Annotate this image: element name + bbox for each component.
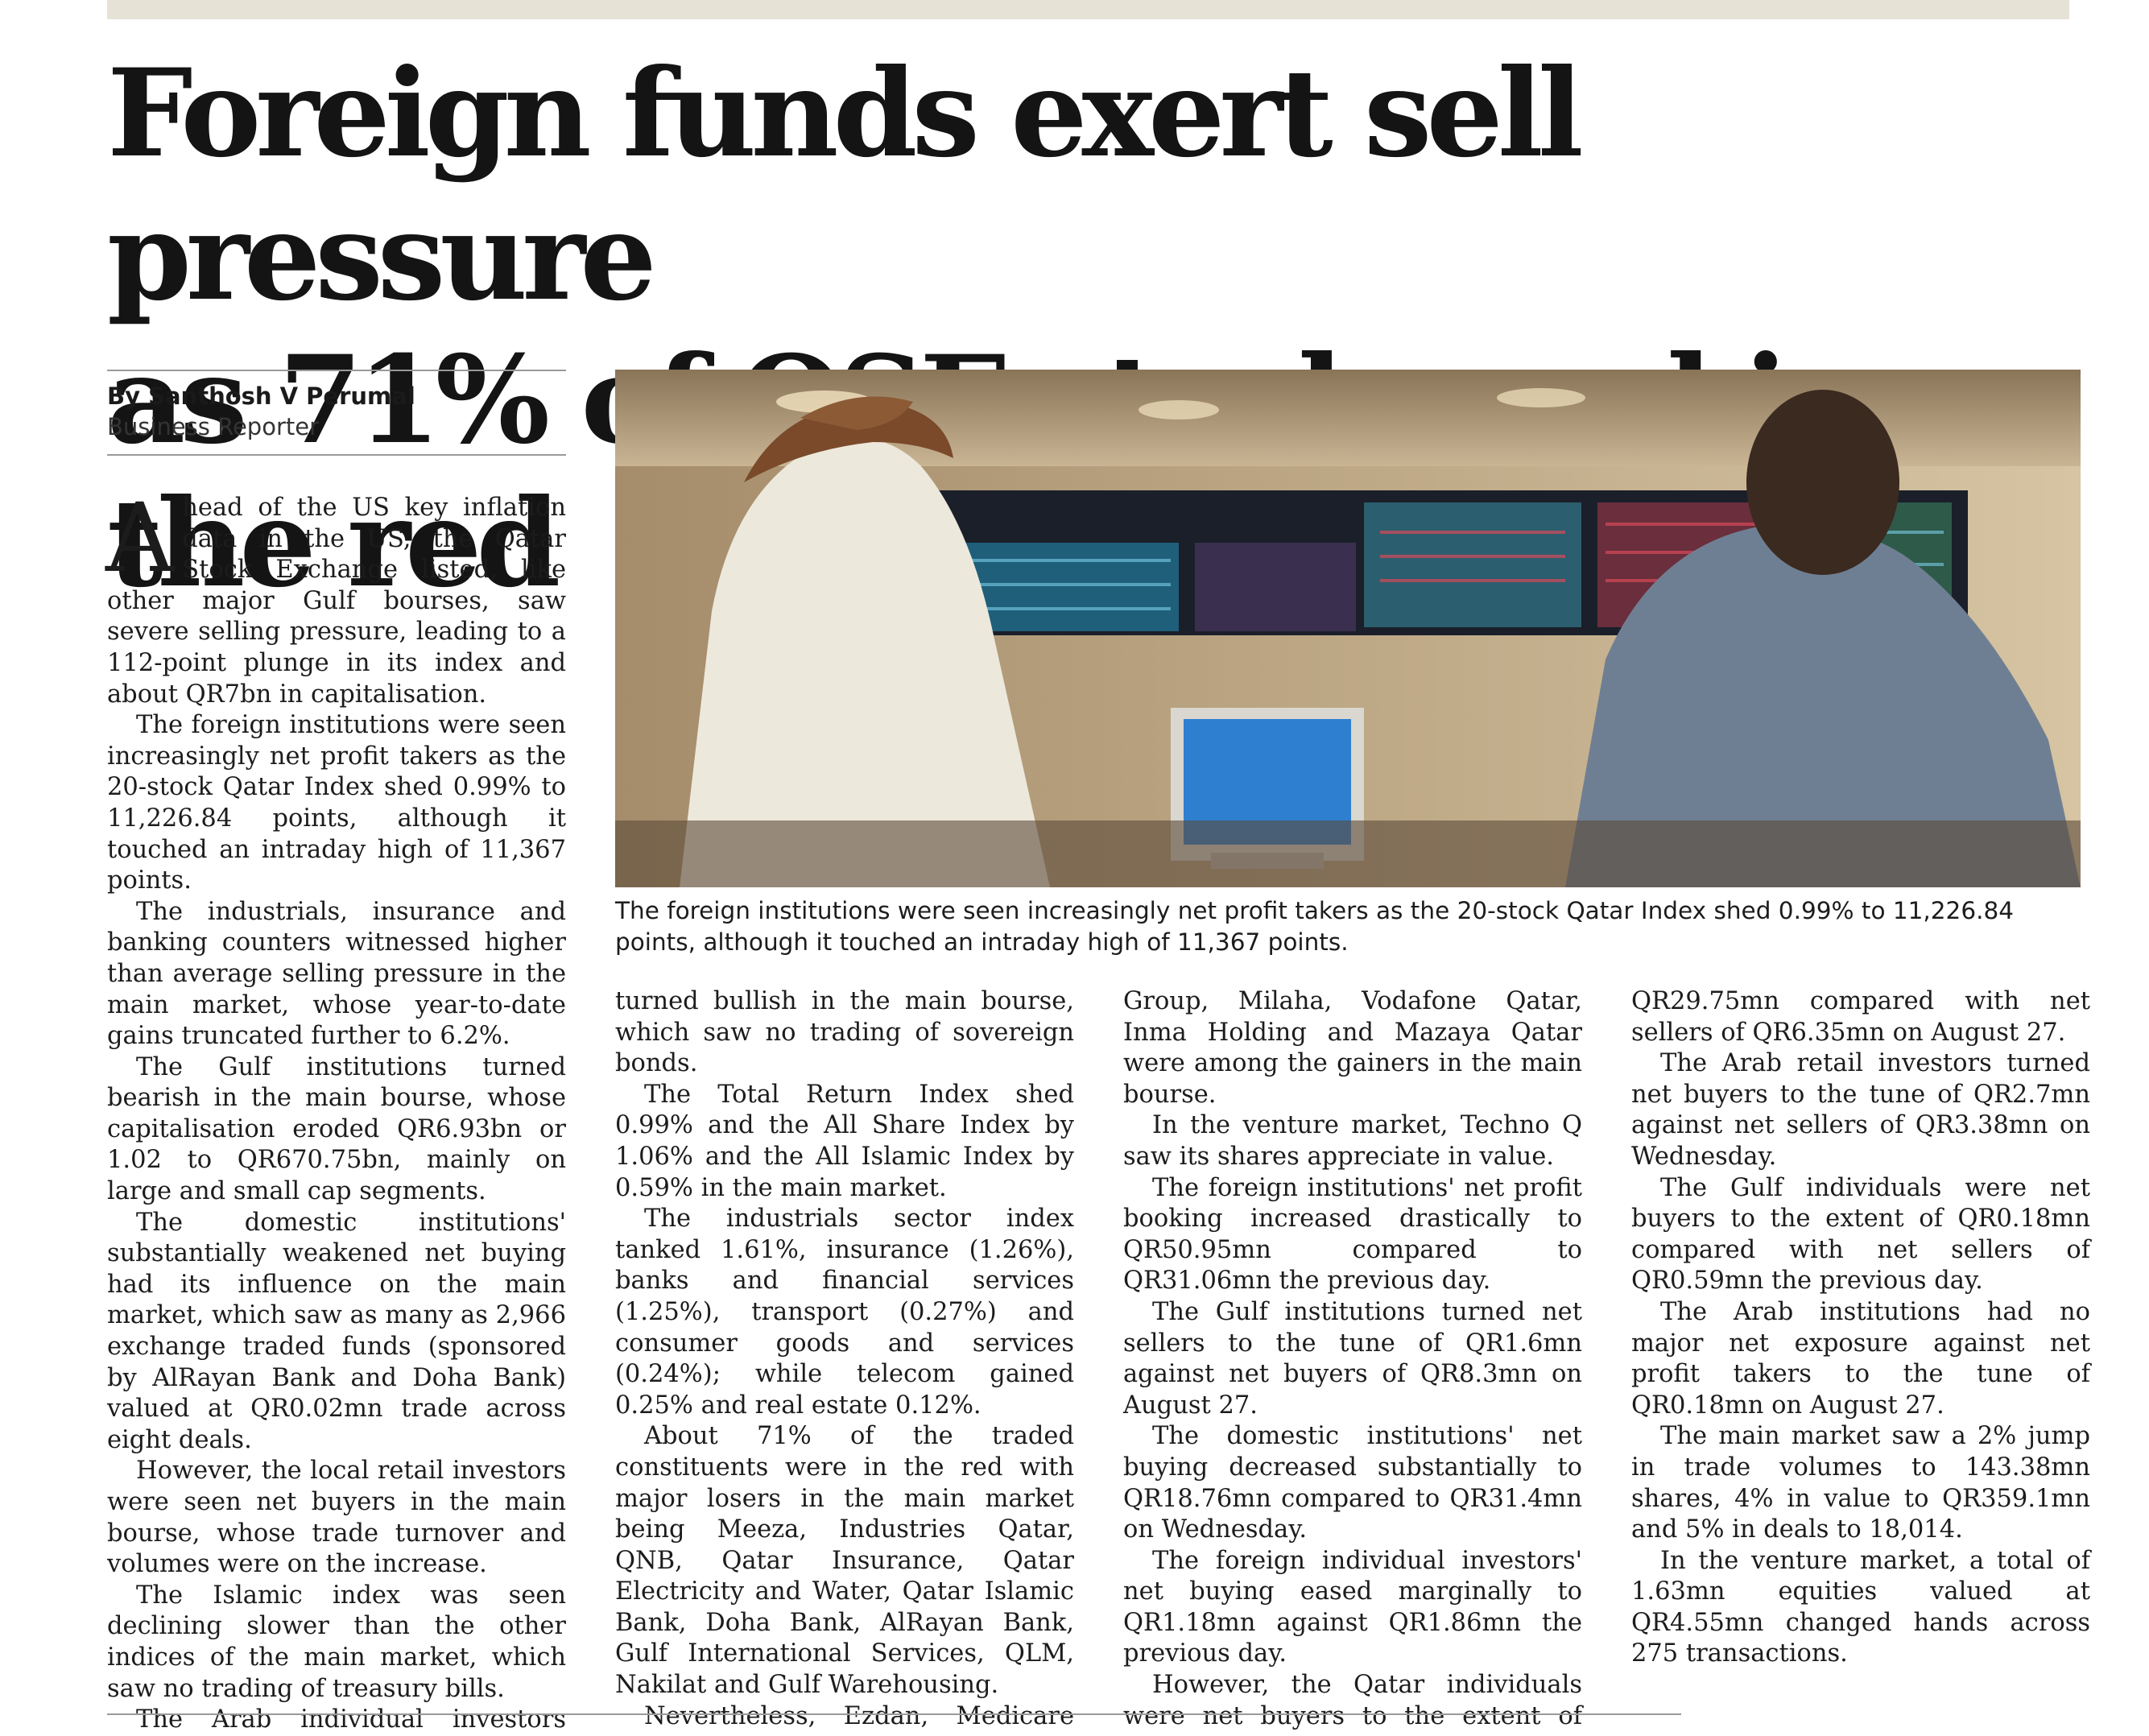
article-paragraph: The foreign institutions' net profit boo… xyxy=(1123,1173,1582,1296)
article-paragraph: The foreign individual investors' net bu… xyxy=(1123,1546,1582,1668)
article-column-4: QR29.75mn compared with net sellers of Q… xyxy=(1631,986,2090,1670)
photo-caption: The foreign institutions were seen incre… xyxy=(615,897,2015,956)
trading-floor-photo xyxy=(615,370,2081,887)
article-paragraph: Nevertheless, Ezdan, Medicare xyxy=(644,1701,1074,1730)
article-paragraph: The Arab retail investors turned net buy… xyxy=(1631,1049,2090,1171)
article-paragraph: However, the local retail investors were… xyxy=(107,1457,566,1579)
article-column-2: turned bullish in the main bourse, which… xyxy=(615,986,1074,1732)
article-paragraph: Group, Milaha, Vodafone Qatar, Inma Hold… xyxy=(1123,987,1582,1109)
news-photo xyxy=(615,370,2081,887)
drop-cap: A xyxy=(105,482,175,593)
byline-role: Business Reporter xyxy=(107,413,319,440)
article-paragraph: The Arab institutions had no major net e… xyxy=(1631,1297,2090,1420)
article-paragraph: The industrials, insurance and banking c… xyxy=(107,897,566,1051)
article-paragraph: QR29.75mn compared with net sellers of Q… xyxy=(1631,987,2090,1047)
article-paragraph: The Gulf institutions turned net sellers… xyxy=(1123,1297,1582,1420)
article-paragraph: The Islamic index was seen declining slo… xyxy=(107,1581,566,1703)
article-paragraph: The Gulf individuals were net buyers to … xyxy=(1631,1173,2090,1296)
article-paragraph: The foreign institutions were seen incre… xyxy=(107,711,566,895)
article-paragraph: The domestic institutions' substantially… xyxy=(107,1208,566,1454)
article-paragraph: The Total Return Index shed 0.99% and th… xyxy=(615,1080,1074,1202)
article-paragraph: About 71% of the traded constituents wer… xyxy=(615,1422,1074,1700)
byline-author: By Santhosh V Perumal xyxy=(107,382,415,410)
article-paragraph: The Gulf institutions turned bearish in … xyxy=(107,1052,566,1206)
article-paragraph: turned bullish in the main bourse, which… xyxy=(615,987,1074,1078)
article-column-3: Group, Milaha, Vodafone Qatar, Inma Hold… xyxy=(1123,986,1582,1732)
article-paragraph: The industrials sector index tanked 1.61… xyxy=(615,1205,1074,1420)
article-paragraph: However, the Qatar individuals were net … xyxy=(1123,1671,1582,1730)
article-paragraph: The Arab individual investors xyxy=(136,1705,566,1734)
article-paragraph: The main market saw a 2% jump in trade v… xyxy=(1631,1422,2090,1544)
top-color-band xyxy=(107,0,2069,19)
headline-line-1: Foreign funds exert sell pressure xyxy=(107,43,1584,328)
article-paragraph: In the venture market, a total of 1.63mn… xyxy=(1631,1546,2090,1668)
bottom-divider xyxy=(107,1713,1681,1715)
article-paragraph: The domestic institutions' net buying de… xyxy=(1123,1422,1582,1544)
article-paragraph: In the venture market, Techno Q saw its … xyxy=(1123,1111,1582,1171)
byline: By Santhosh V Perumal Business Reporter xyxy=(107,370,566,456)
